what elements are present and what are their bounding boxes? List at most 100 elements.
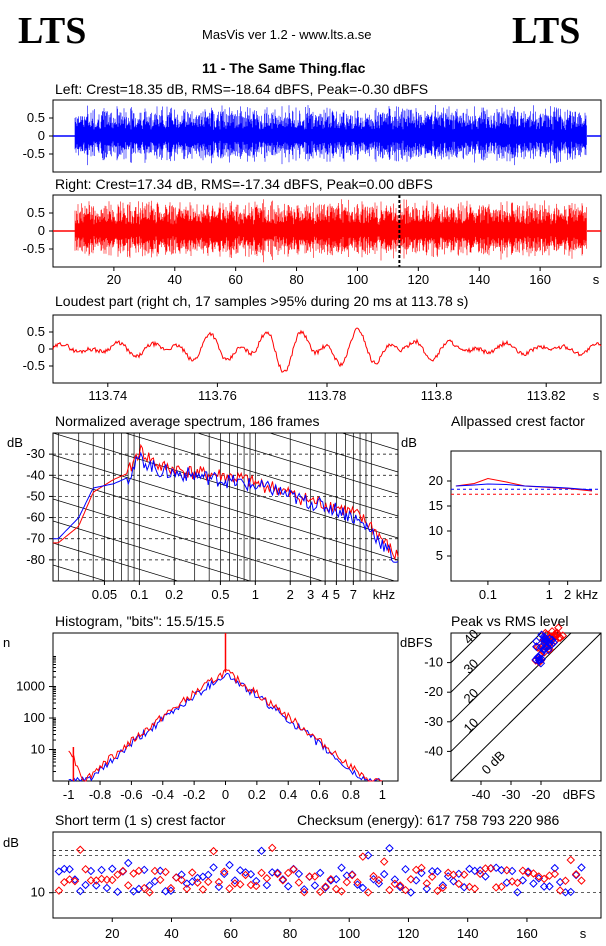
short-term-point-red [273,869,282,879]
histogram-xtick-label: 0 [222,787,229,802]
spectrum-xtick-label: 0.05 [92,587,117,602]
short-term-point-blue [166,886,176,896]
left_wave-ytick-label: 0.5 [27,110,45,125]
short-term-point-red [262,874,272,883]
pvr-title: Peak vs RMS level [451,613,569,629]
allpass-xtick-label: 0.1 [479,587,497,602]
short-term-point-blue [177,870,186,879]
allpass-frame [450,450,602,582]
short-term-point-blue [427,866,437,876]
right-wave-xtick-label: 100 [347,272,369,287]
spectrum-series-blue [53,451,399,563]
short-term-point-red [134,866,144,876]
pvr-xtick-label: -20 [532,787,551,802]
short-term-point-red [577,876,586,885]
short-term-point-red [294,878,304,887]
right-wave-xtick-label: 60 [228,272,242,287]
histogram-ytick-label: 10 [31,742,45,757]
pvr-xlabel: dBFS [563,787,596,802]
short-term-point-red [251,881,261,891]
histogram-xtick-label: 0.6 [311,787,329,802]
short-term-point-red [561,876,570,886]
short-term-point-blue [123,858,133,868]
short-term-point-blue [214,882,224,892]
short-term-point-red [177,875,186,885]
histogram-series-blue [68,672,383,783]
short-term-point-red [198,885,208,894]
spectrum-title: Normalized average spectrum, 186 frames [55,413,320,429]
short-term-point-red [139,883,149,893]
short-term-point-red [214,877,224,887]
short-term-point-red [118,866,128,876]
short-term-point-red [171,873,181,882]
short-term-point-red [241,870,250,880]
short-term-point-blue [507,866,517,876]
short-term-point-red [246,880,256,890]
short-term-point-red [406,875,416,884]
short-term-xtick-label: 40 [164,926,178,941]
pvr-point-blue [532,637,541,646]
short-term-point-red [353,877,362,887]
spectrum-xtick-label: 4 [322,587,329,602]
short-term-point-blue [577,863,586,872]
short-term-xtick-label: 100 [338,926,360,941]
short-term-point-blue [529,879,538,888]
short-term-point-blue [454,869,464,879]
short-term-point-red [449,870,458,879]
short-term-point-blue [283,882,293,891]
loudest-xtick-label: 113.76 [198,388,237,403]
pvr-ytick-label: -20 [424,684,443,699]
short-term-xtick-label: 160 [516,926,538,941]
short-term-xtick-label: 60 [223,926,237,941]
allpass-ylabel: dB [401,435,417,450]
short-term-point-blue [502,878,512,887]
short-term-point-red [283,868,293,878]
spectrum-slope [53,476,396,581]
short-term-point-red [166,883,176,893]
histogram-xtick-label: -0.4 [152,787,174,802]
short-term-point-red [187,868,197,877]
short-term-point-red [342,877,352,887]
short-term-point-red [459,870,469,879]
short-term-point-blue [470,866,480,876]
short-term-point-blue [571,870,581,880]
spectrum-slope [53,323,398,428]
pvr-diagonal [451,633,482,663]
short-term-xtick-label: 80 [283,926,297,941]
pvr-xtick-label: -40 [472,787,491,802]
short-term-point-blue [278,875,288,884]
short-term-point-red [326,874,336,884]
short-term-point-red [502,866,512,875]
short-term-point-blue [129,887,138,896]
allpass-xtick-label: 1 [546,587,553,602]
short-term-point-red [566,855,576,865]
short-term-point-blue [459,883,469,892]
spectrum-xtick-label: 2 [287,587,294,602]
short-term-point-red [454,879,464,889]
short-term-xtick-label: s [580,926,587,941]
short-term-point-blue [251,876,261,886]
right-wave-xtick-label: 80 [289,272,303,287]
short-term-point-blue [401,865,410,874]
loudest-xtick-label: 113.8 [421,388,453,403]
loudest-ytick-label: -0.5 [23,358,45,373]
short-term-point-red [54,886,64,895]
short-term-point-blue [81,880,90,890]
spectrum-slope [53,433,398,539]
short-term-point-red [278,876,288,885]
short-term-point-red [481,864,490,873]
right-wave-xtick-label: 20 [107,272,121,287]
short-term-point-red [182,884,192,893]
short-term-point-red [161,867,170,877]
short-term-point-blue [246,869,256,879]
short-term-point-red [203,877,213,887]
spectrum-ylabel: dB [7,435,23,450]
right-wave-xtick-label: 40 [168,272,182,287]
allpass-series-blue [455,483,593,491]
loudest-xtick-label: 113.78 [308,388,347,403]
spectrum-frame [52,432,399,582]
short-term-point-red [235,880,245,889]
short-term-point-blue [262,880,272,890]
loudest-ytick-label: 0.5 [27,324,45,339]
short-term-point-blue [187,877,197,886]
